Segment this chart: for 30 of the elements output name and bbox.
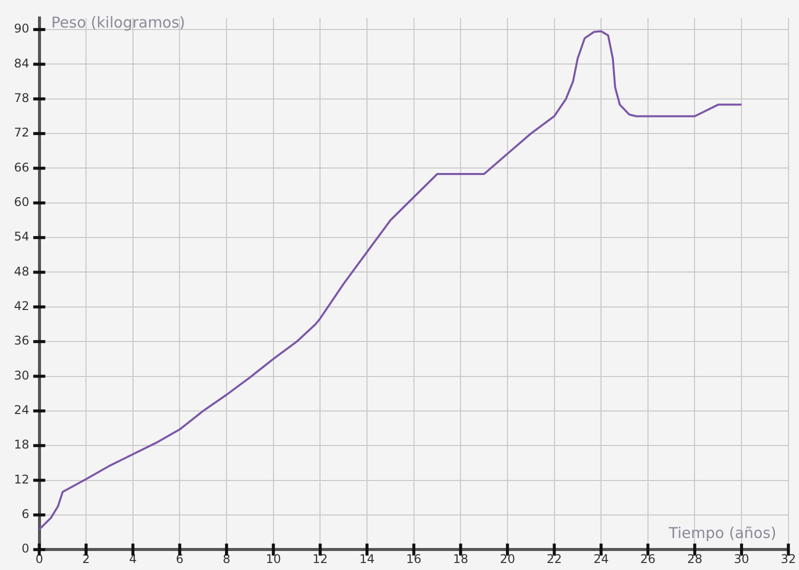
y-tick-label: 42 — [14, 299, 30, 314]
y-tick-label: 48 — [14, 264, 30, 278]
y-tick-label: 60 — [14, 195, 30, 210]
x-tick-label: 32 — [780, 552, 796, 566]
x-tick-label: 26 — [640, 552, 656, 566]
x-tick-label: 14 — [359, 552, 375, 566]
x-tick-label: 24 — [593, 552, 609, 566]
y-tick-label: 36 — [14, 334, 30, 348]
y-tick-label: 24 — [14, 403, 30, 418]
y-tick-label: 6 — [22, 507, 30, 522]
x-tick-label: 16 — [406, 552, 422, 566]
y-tick-label: 78 — [14, 91, 30, 106]
y-tick-label: 72 — [14, 126, 30, 140]
x-tick-label: 12 — [312, 552, 328, 566]
x-tick-label: 22 — [546, 552, 562, 566]
x-tick-label: 18 — [452, 552, 468, 566]
y-tick-label: 18 — [14, 438, 30, 452]
x-tick-label: 10 — [266, 552, 282, 566]
x-axis-title: Tiempo (años) — [668, 524, 776, 542]
x-tick-label: 28 — [687, 552, 702, 566]
y-tick-label: 54 — [14, 230, 30, 244]
x-tick-label: 20 — [500, 552, 516, 566]
x-tick-label: 30 — [734, 552, 750, 566]
y-tick-label: 30 — [14, 368, 30, 382]
y-tick-label: 0 — [22, 542, 30, 556]
y-tick-label: 66 — [14, 160, 30, 174]
y-tick-label: 12 — [14, 472, 30, 486]
y-axis-title: Peso (kilogramos) — [51, 13, 186, 32]
y-tick-label: 84 — [14, 56, 30, 70]
y-tick-label: 90 — [14, 22, 30, 36]
